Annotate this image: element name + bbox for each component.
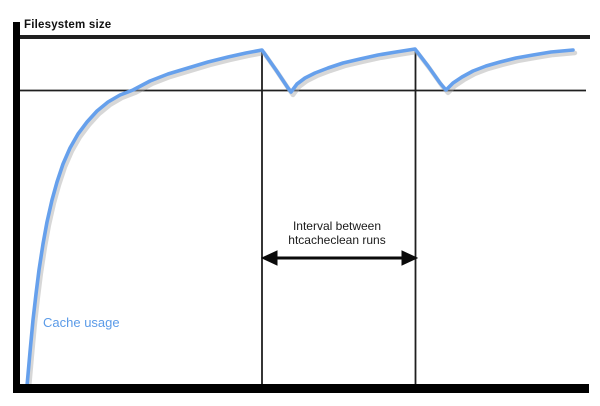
interval-annotation-line1: Interval between [292,219,382,233]
interval-annotation: Interval between htcacheclean runs [256,219,418,247]
cache-usage-series-label: Cache usage [43,315,120,330]
interval-arrow-left-head [260,250,278,266]
chart-title: Filesystem size [24,19,112,31]
interval-arrow [260,250,419,266]
interval-annotation-line2: htcacheclean runs [288,233,386,247]
interval-arrow-right-head [401,250,419,266]
cache-usage-curve [25,47,575,388]
